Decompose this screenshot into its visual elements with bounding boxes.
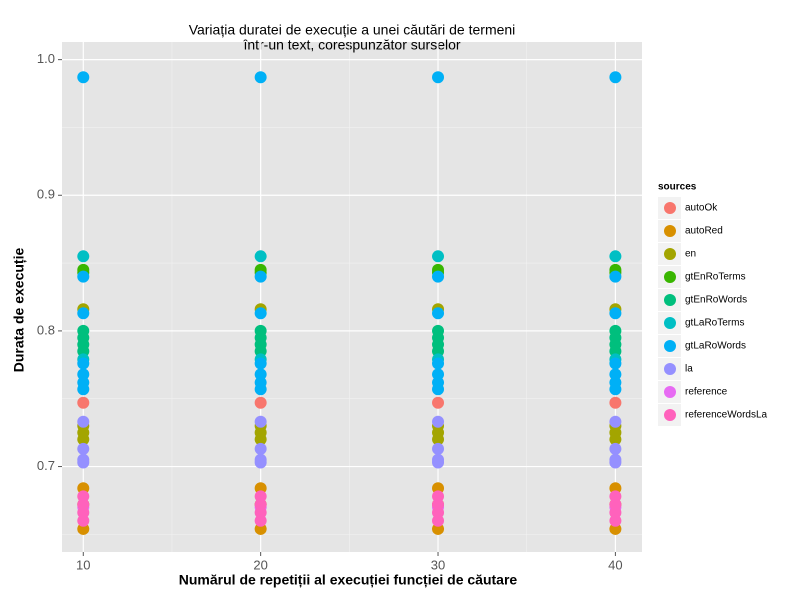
point [432, 442, 445, 455]
point [77, 71, 90, 84]
legend-label: gtEnRoTerms [685, 272, 746, 283]
x-tick-label: 10 [76, 557, 90, 572]
point [254, 383, 267, 396]
legend-key [664, 202, 676, 214]
x-tick-label: 30 [431, 557, 445, 572]
point [77, 442, 90, 455]
legend-label: gtEnRoWords [685, 295, 747, 306]
point [254, 396, 267, 409]
point [77, 456, 90, 469]
legend-key [664, 340, 676, 352]
legend-label: autoRed [685, 226, 723, 237]
legend-label: referenceWordsLa [685, 410, 768, 421]
point [609, 307, 622, 320]
point [77, 250, 90, 263]
point [609, 396, 622, 409]
chart-title: într-un text, corespunzător surselor [242, 37, 460, 53]
point [254, 250, 267, 263]
point [254, 433, 267, 446]
legend-label: gtLaRoWords [685, 341, 746, 352]
point [254, 307, 267, 320]
point [77, 307, 90, 320]
legend-key [664, 271, 676, 283]
point [432, 270, 445, 283]
point [609, 456, 622, 469]
legend-key [664, 317, 676, 329]
point [254, 415, 267, 428]
point [77, 383, 90, 396]
point [432, 514, 445, 527]
point [609, 433, 622, 446]
legend-label: la [685, 364, 693, 375]
y-axis-label: Durata de execuție [11, 248, 27, 373]
legend-label: gtLaRoTerms [685, 318, 744, 329]
legend-key [664, 386, 676, 398]
point [254, 442, 267, 455]
legend-label: en [685, 249, 696, 260]
legend-title: sources [658, 182, 697, 193]
y-tick-label: 0.8 [37, 322, 55, 337]
y-tick-label: 0.9 [37, 187, 55, 202]
point [77, 415, 90, 428]
point [432, 433, 445, 446]
point [609, 514, 622, 527]
point [77, 433, 90, 446]
point [609, 357, 622, 370]
legend-key [664, 363, 676, 375]
point [254, 514, 267, 527]
panel [62, 42, 642, 552]
y-tick-label: 0.7 [37, 458, 55, 473]
point [609, 442, 622, 455]
point [254, 456, 267, 469]
point [77, 514, 90, 527]
point [432, 396, 445, 409]
point [432, 250, 445, 263]
legend-label: reference [685, 387, 728, 398]
point [254, 357, 267, 370]
x-tick-label: 20 [253, 557, 267, 572]
y-tick-label: 1.0 [37, 51, 55, 66]
point [609, 270, 622, 283]
point [77, 270, 90, 283]
point [254, 270, 267, 283]
point [609, 383, 622, 396]
point [609, 250, 622, 263]
point [432, 456, 445, 469]
point [77, 396, 90, 409]
legend-key [664, 294, 676, 306]
point [77, 357, 90, 370]
point [432, 415, 445, 428]
legend-key [664, 248, 676, 260]
legend-label: autoOk [685, 203, 718, 214]
point [254, 71, 267, 84]
legend-key [664, 409, 676, 421]
point [432, 383, 445, 396]
point [432, 357, 445, 370]
chart-title: Variația duratei de execuție a unei căut… [189, 22, 516, 38]
point [609, 415, 622, 428]
legend-key [664, 225, 676, 237]
x-tick-label: 40 [608, 557, 622, 572]
point [609, 71, 622, 84]
point [432, 71, 445, 84]
point [432, 307, 445, 320]
x-axis-label: Numărul de repetiții al execuției funcți… [179, 572, 518, 588]
